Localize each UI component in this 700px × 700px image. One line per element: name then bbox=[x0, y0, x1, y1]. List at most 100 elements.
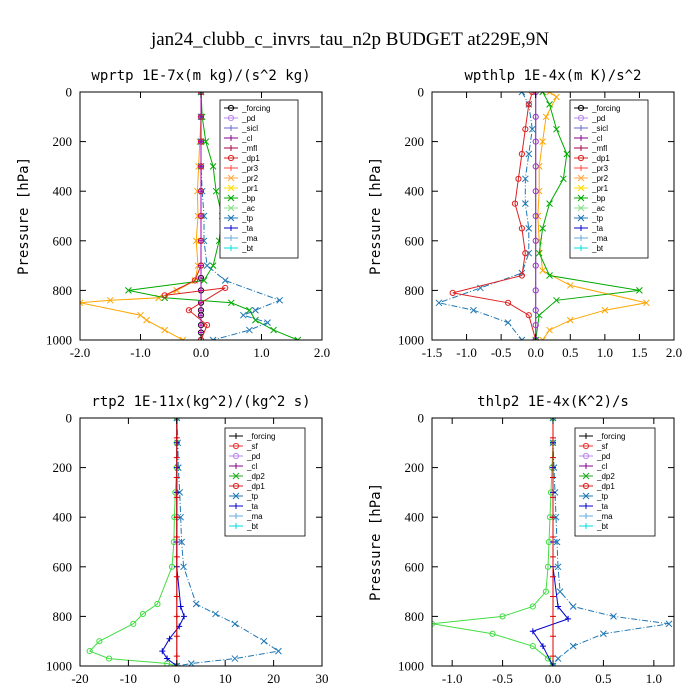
data-point bbox=[252, 306, 259, 314]
legend-label: _pd bbox=[591, 114, 605, 123]
legend-marker bbox=[227, 204, 235, 212]
legend-label: _pr3 bbox=[241, 164, 259, 173]
data-point bbox=[529, 603, 536, 610]
data-point bbox=[525, 101, 532, 108]
series-group bbox=[86, 418, 282, 666]
legend-label: _forcing bbox=[246, 432, 275, 441]
legend-label: _pr1 bbox=[241, 184, 259, 193]
legend-marker bbox=[582, 472, 590, 480]
data-point bbox=[198, 163, 204, 170]
data-point bbox=[185, 307, 192, 314]
data-point bbox=[553, 125, 560, 133]
data-point bbox=[178, 538, 185, 546]
y-tick-label: 600 bbox=[53, 559, 73, 574]
legend-marker bbox=[578, 235, 584, 241]
data-point bbox=[525, 150, 533, 158]
data-point bbox=[173, 653, 180, 660]
legend-label: _ma bbox=[596, 512, 613, 521]
legend-label: _tp bbox=[596, 492, 609, 501]
data-point bbox=[532, 212, 539, 220]
legend-label: _dp1 bbox=[241, 154, 260, 163]
data-point bbox=[555, 603, 562, 610]
legend-marker bbox=[577, 204, 585, 212]
data-point bbox=[231, 620, 239, 628]
panel-title: wprtp 1E-7x(m kg)/(s^2 kg) bbox=[91, 68, 310, 84]
x-tick-label: -20 bbox=[71, 671, 88, 686]
data-point bbox=[515, 175, 522, 182]
data-point bbox=[546, 326, 553, 334]
legend-marker bbox=[227, 184, 235, 192]
legend-marker bbox=[232, 452, 240, 460]
data-point bbox=[532, 237, 539, 244]
data-point bbox=[203, 262, 211, 269]
data-point bbox=[553, 296, 560, 304]
data-point bbox=[636, 287, 643, 294]
data-point bbox=[130, 620, 137, 627]
legend-label: _tp bbox=[591, 214, 604, 223]
data-point bbox=[198, 312, 204, 319]
x-tick-label: -1.5 bbox=[422, 345, 443, 360]
legend-marker bbox=[232, 492, 240, 500]
legend-label: _pr2 bbox=[241, 174, 259, 183]
legend-label: _sicl bbox=[591, 124, 608, 133]
legend-label: _mfl bbox=[591, 144, 607, 153]
y-tick-label: 600 bbox=[405, 559, 425, 574]
legend-label: _dp1 bbox=[591, 154, 610, 163]
data-point bbox=[550, 633, 556, 640]
data-point bbox=[191, 277, 199, 284]
data-point bbox=[231, 655, 239, 662]
legend-label: _cl bbox=[246, 462, 257, 471]
data-point bbox=[532, 307, 539, 314]
y-tick-label: 0 bbox=[418, 85, 425, 100]
legend-marker bbox=[578, 165, 584, 171]
legend-marker bbox=[228, 145, 234, 151]
data-point bbox=[529, 643, 536, 650]
data-point bbox=[179, 336, 187, 340]
data-point bbox=[177, 513, 185, 521]
data-point bbox=[212, 187, 220, 195]
x-tick-label: -0.5 bbox=[492, 671, 513, 686]
y-tick-label: 400 bbox=[53, 510, 73, 525]
data-point bbox=[565, 615, 572, 622]
x-tick-label: 20 bbox=[267, 671, 280, 686]
legend-marker bbox=[577, 184, 585, 192]
legend-label: _pr1 bbox=[591, 184, 609, 193]
data-point bbox=[553, 538, 561, 546]
data-point bbox=[173, 553, 180, 560]
data-point bbox=[222, 284, 229, 292]
legend-marker bbox=[227, 214, 235, 222]
legend-marker bbox=[583, 523, 589, 529]
data-point bbox=[239, 311, 247, 319]
plot-frame bbox=[431, 91, 675, 341]
data-point bbox=[601, 306, 609, 314]
y-tick-label: 400 bbox=[405, 184, 425, 199]
data-point bbox=[546, 200, 553, 207]
data-point bbox=[554, 655, 562, 662]
data-point bbox=[173, 494, 180, 501]
legend-marker bbox=[577, 174, 585, 182]
data-point bbox=[556, 588, 564, 595]
data-point bbox=[642, 299, 650, 307]
legend-marker bbox=[577, 104, 585, 112]
data-point bbox=[173, 593, 180, 600]
y-axis-label: Pressure [hPa] bbox=[368, 157, 384, 275]
x-tick-label: 0.0 bbox=[193, 345, 209, 360]
legend-label: _forcing bbox=[241, 104, 270, 113]
data-point bbox=[275, 647, 282, 655]
data-point bbox=[86, 648, 93, 655]
legend-marker bbox=[233, 503, 239, 509]
legend-label: _cl bbox=[241, 134, 252, 143]
legend-box bbox=[574, 427, 656, 537]
data-point bbox=[550, 593, 556, 600]
legend-label: _sf bbox=[596, 442, 608, 451]
data-point bbox=[546, 101, 553, 108]
data-point bbox=[549, 662, 557, 666]
legend-marker bbox=[228, 165, 234, 171]
y-tick-label: 600 bbox=[405, 233, 425, 248]
legend-label: _dp2 bbox=[246, 472, 265, 481]
data-point bbox=[522, 126, 529, 133]
y-tick-label: 800 bbox=[53, 609, 73, 624]
data-point bbox=[198, 262, 204, 269]
y-tick-label: 800 bbox=[405, 609, 425, 624]
data-point bbox=[173, 418, 181, 422]
